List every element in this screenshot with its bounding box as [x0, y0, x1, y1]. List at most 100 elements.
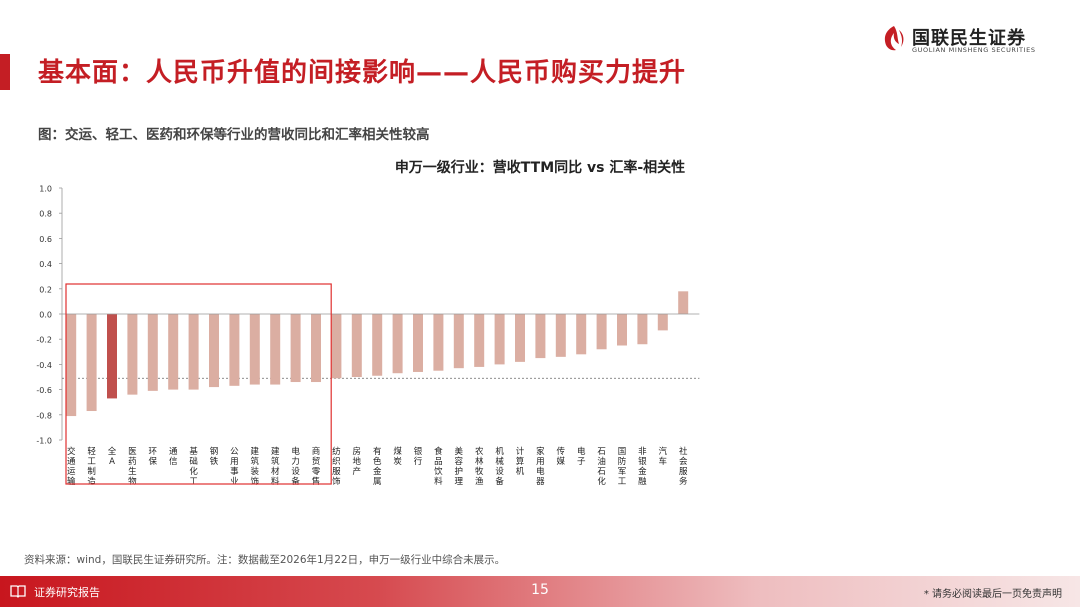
bar: [331, 314, 342, 379]
x-tick-label: 军: [618, 467, 627, 477]
x-tick-label: 备: [291, 476, 300, 487]
bar: [494, 314, 505, 365]
bar: [66, 314, 77, 417]
bar-chart: 1.00.80.60.40.20.0-0.2-0.4-0.6-0.8-1.0交通…: [36, 185, 700, 487]
x-tick-label: 电: [291, 446, 300, 457]
x-tick-label: 传: [557, 446, 566, 457]
x-tick-label: 防: [618, 456, 627, 467]
bar: [209, 314, 219, 388]
x-tick-label: 售: [312, 476, 321, 487]
x-tick-label: 输: [67, 476, 76, 487]
x-tick-label: 食: [434, 446, 443, 457]
x-tick-label: 通: [67, 456, 76, 467]
x-tick-label: 理: [455, 477, 464, 487]
title-accent-bar: [0, 54, 10, 90]
bar: [555, 314, 566, 357]
y-tick-label: -1.0: [36, 437, 52, 446]
x-tick-label: 品: [434, 457, 443, 467]
x-tick-label: 材: [271, 466, 280, 477]
x-tick-label: 信: [169, 456, 178, 467]
x-tick-label: 容: [455, 456, 464, 467]
x-tick-label: 色: [373, 456, 382, 467]
x-tick-label: 物: [128, 476, 137, 487]
y-tick-label: 0.0: [39, 311, 52, 320]
x-tick-label: 社: [679, 446, 688, 457]
x-tick-label: 饰: [332, 476, 341, 487]
bar: [474, 314, 485, 367]
page-title: 基本面：人民币升值的间接影响——人民币购买力提升: [38, 58, 687, 88]
x-tick-label: 机: [495, 446, 504, 457]
bar: [351, 314, 362, 377]
x-tick-label: 钢: [210, 446, 219, 457]
x-tick-label: 工: [87, 457, 96, 467]
x-tick-label: 制: [87, 466, 96, 477]
bar: [678, 291, 689, 314]
x-tick-label: 国: [618, 447, 627, 457]
bar: [535, 314, 546, 359]
x-tick-label: 设: [291, 466, 300, 477]
x-tick-label: 织: [332, 456, 341, 467]
x-tick-label: 筑: [251, 456, 260, 467]
x-tick-label: 算: [516, 456, 525, 467]
source-note: 资料来源：wind，国联民生证券研究所。注：数据截至2026年1月22日，申万一…: [24, 554, 506, 566]
bar: [86, 314, 97, 412]
y-tick-label: 1.0: [39, 185, 52, 194]
logo-text-en: GUOLIAN MINSHENG SECURITIES: [912, 46, 1036, 54]
x-tick-label: 药: [128, 456, 137, 467]
bar: [372, 314, 383, 376]
bar: [270, 314, 281, 385]
x-tick-label: 工: [189, 477, 198, 487]
x-tick-label: 媒: [557, 457, 566, 467]
x-tick-label: 运: [67, 467, 76, 477]
x-tick-label: 交: [67, 446, 76, 457]
x-tick-label: 石: [597, 447, 606, 457]
x-tick-label: 料: [434, 476, 443, 487]
bar: [637, 314, 648, 345]
x-tick-label: 产: [353, 466, 362, 477]
company-logo: 国联民生证券 GUOLIAN MINSHENG SECURITIES: [880, 22, 1050, 56]
y-tick-label: 0.8: [39, 210, 52, 219]
x-tick-label: 饮: [434, 466, 443, 477]
x-tick-label: 建: [271, 446, 280, 457]
x-tick-label: 煤: [393, 446, 402, 457]
x-tick-label: 零: [312, 467, 321, 477]
logo-text-cn: 国联民生证券: [912, 28, 1026, 49]
x-tick-label: 子: [577, 457, 586, 467]
bar: [617, 314, 627, 346]
x-tick-label: 房: [353, 446, 362, 457]
x-tick-label: 家: [536, 446, 545, 457]
highlight-box: [65, 283, 332, 485]
bar: [147, 314, 158, 391]
x-tick-label: 础: [189, 456, 198, 467]
x-tick-label: 有: [373, 446, 382, 457]
x-tick-label: 设: [495, 466, 504, 477]
report-type-label: 证券研究报告: [34, 586, 100, 599]
y-tick-label: 0.4: [39, 260, 52, 269]
bar: [453, 314, 464, 369]
x-tick-label: 油: [597, 456, 606, 467]
x-tick-label: 电: [536, 466, 545, 477]
x-tick-label: 备: [495, 476, 504, 487]
disclaimer-note: * 请务必阅读最后一页免责声明: [923, 589, 1062, 600]
x-tick-label: 公: [230, 447, 239, 457]
bar: [107, 314, 117, 399]
x-tick-label: 金: [638, 466, 647, 477]
bar: [168, 314, 179, 390]
x-tick-label: 器: [536, 477, 545, 487]
x-tick-label: 生: [128, 466, 137, 477]
x-tick-label: 服: [679, 467, 688, 477]
x-tick-label: 石: [597, 467, 606, 477]
figure-caption: 图：交运、轻工、医药和环保等行业的营收同比和汇率相关性较高: [38, 127, 430, 143]
y-tick-label: 0.2: [39, 285, 52, 294]
x-tick-label: 汽: [659, 446, 668, 457]
bar: [657, 314, 668, 331]
x-tick-label: 医: [128, 447, 137, 457]
x-tick-label: 筑: [271, 456, 280, 467]
x-tick-label: 铁: [210, 456, 219, 467]
x-tick-label: 牧: [475, 466, 484, 477]
x-tick-label: 环: [149, 447, 158, 457]
y-tick-label: -0.4: [36, 361, 52, 370]
x-tick-label: 务: [679, 476, 688, 487]
bar: [413, 314, 423, 372]
y-tick-label: 0.6: [39, 235, 52, 244]
